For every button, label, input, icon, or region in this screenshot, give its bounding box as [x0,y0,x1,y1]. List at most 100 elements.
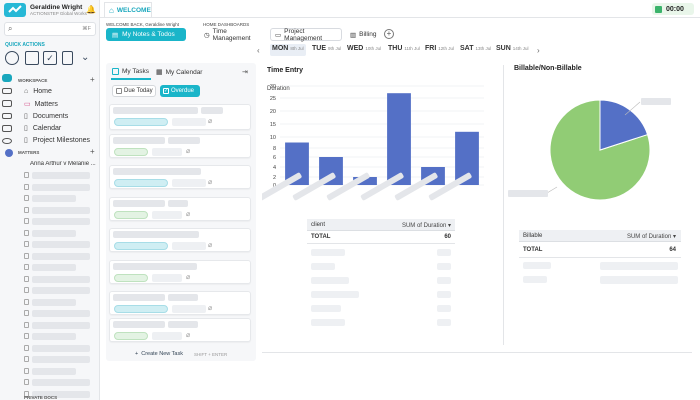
matter-item[interactable] [32,206,90,214]
globe-rail-icon[interactable] [2,137,12,144]
matter-item[interactable] [32,241,90,248]
pie-slice[interactable] [599,99,649,151]
tab-my-calendar[interactable]: ▦ My Calendar [156,68,203,77]
sidebar-item-matters[interactable]: ▭ Matters [24,101,58,108]
billing-button[interactable]: ▥ Billing [346,28,379,41]
tab-my-tasks[interactable]: My Tasks [112,68,149,75]
calendar-icon: ▦ [156,69,163,76]
day-sun[interactable]: SUN 14th Jul [496,45,529,52]
attachment-icon[interactable]: ⌀ [208,305,213,312]
matter-item[interactable] [32,287,90,294]
day-tue[interactable]: TUE 9th Jul [312,45,342,52]
time-rail-icon[interactable] [2,87,12,94]
day-wed[interactable]: WED 10th Jul [347,45,382,52]
day-sat[interactable]: SAT 13th Jul [460,45,492,52]
home-rail-icon[interactable] [2,74,12,82]
checklist-action-icon[interactable]: ✓ [43,51,57,65]
matter-item[interactable] [32,356,90,363]
database-action-icon[interactable] [25,51,39,65]
matter-icon [24,287,29,293]
matter-item[interactable] [32,218,90,225]
day-thu[interactable]: THU 11th Jul [388,45,420,52]
layers-rail-icon[interactable] [2,100,12,107]
filter-due-today[interactable]: Due Today [112,85,156,97]
attachment-icon[interactable]: ⌀ [186,148,191,155]
time-management-button[interactable]: ◷ Time Management [200,28,266,42]
bar[interactable] [455,131,479,185]
task-card[interactable]: ⌀ [109,197,251,221]
task-card[interactable]: ⌀ [109,228,251,252]
attachment-icon[interactable]: ⌀ [186,274,191,281]
task-card[interactable]: ⌀ [109,260,251,284]
task-card[interactable]: ⌀ [109,318,251,342]
timer-action-icon[interactable] [5,51,19,65]
project-management-button[interactable]: ▭ Project Management [270,28,342,42]
attachment-icon[interactable]: ⌀ [208,118,213,125]
matter-item[interactable] [32,264,76,271]
matter-item[interactable] [32,183,90,191]
search-shortcut: ⌘F [82,26,91,32]
matter-item[interactable] [32,310,90,317]
sidebar-item-home[interactable]: ⌂ Home [24,88,52,95]
bank-rail-icon[interactable] [2,112,12,119]
matters-add-icon[interactable]: + [90,147,95,156]
calendar-action-icon[interactable] [62,51,73,65]
play-icon[interactable] [655,5,662,13]
matter-item[interactable] [32,333,76,340]
task-card[interactable]: ⌀ [109,165,251,189]
time-status [114,179,168,187]
next-week-icon[interactable]: › [537,46,540,55]
billable-sum-col[interactable]: SUM of Duration ▾ [626,234,676,240]
create-task-button[interactable]: + Create New Task [135,351,183,357]
bell-icon[interactable]: 🔔 [86,5,96,14]
matter-item[interactable] [32,275,90,283]
workspace-add-icon[interactable]: + [90,75,95,84]
prev-week-icon[interactable]: ‹ [257,46,260,55]
matter-item[interactable] [32,229,76,237]
checkbox-icon [112,68,119,75]
matters-label: MATTERS [18,150,40,155]
day-mon[interactable]: MON 8th Jul [270,44,306,56]
people-rail-icon[interactable] [2,125,12,132]
time-entry-row-label [311,249,345,256]
search-input[interactable]: ⌕ ⌘F [4,22,96,36]
filter-overdue[interactable]: ✓ Overdue [160,85,200,97]
add-dashboard-icon[interactable]: + [384,29,394,39]
collapse-icon[interactable]: ⇥ [242,69,248,76]
matter-item[interactable] [32,367,76,375]
sidebar-item-project-milestones[interactable]: ▯ Project Milestones [24,137,91,144]
my-notes-button[interactable]: ▤ My Notes & Todos [106,28,186,41]
bar[interactable] [285,142,309,186]
folder-icon: ▭ [275,31,282,39]
sum-duration-col[interactable]: SUM of Duration ▾ [401,223,451,229]
time-entry-table-header: client SUM of Duration ▾ [307,219,455,231]
bar[interactable] [387,93,411,185]
chevron-down-icon[interactable]: ⌄ [81,52,90,63]
bar[interactable] [353,177,377,185]
matter-item[interactable] [32,379,90,386]
task-card[interactable]: ⌀ [109,104,251,130]
attachment-icon[interactable]: ⌀ [186,332,191,339]
leader-line [546,186,558,194]
matter-icon [24,310,29,316]
attachment-icon[interactable]: ⌀ [186,211,191,218]
matter-item[interactable] [32,252,90,260]
matter-item[interactable] [32,344,90,352]
matter-item-first[interactable]: Anna Arthur v Melanie ... [30,161,96,167]
sidebar-item-calendar[interactable]: ▯ Calendar [24,125,62,132]
timer-widget[interactable]: 00:00 [652,3,694,15]
sidebar-item-documents[interactable]: ▯ Documents [24,113,69,120]
matter-item[interactable] [32,321,90,329]
attachment-icon[interactable]: ⌀ [208,179,213,186]
matter-item[interactable] [32,390,90,398]
matter-item[interactable] [32,298,76,306]
add-circle-icon[interactable] [5,149,13,157]
task-card[interactable]: ⌀ [109,291,251,315]
private-docs-label: PRIVATE DOCS [24,395,58,400]
matter-item[interactable] [32,195,76,202]
day-fri[interactable]: FRI 12th Jul [425,45,455,52]
task-card[interactable]: ⌀ [109,134,251,158]
attachment-icon[interactable]: ⌀ [208,242,213,249]
matter-item[interactable] [32,172,90,179]
tab-welcome[interactable]: ⌂ WELCOME [104,2,152,17]
